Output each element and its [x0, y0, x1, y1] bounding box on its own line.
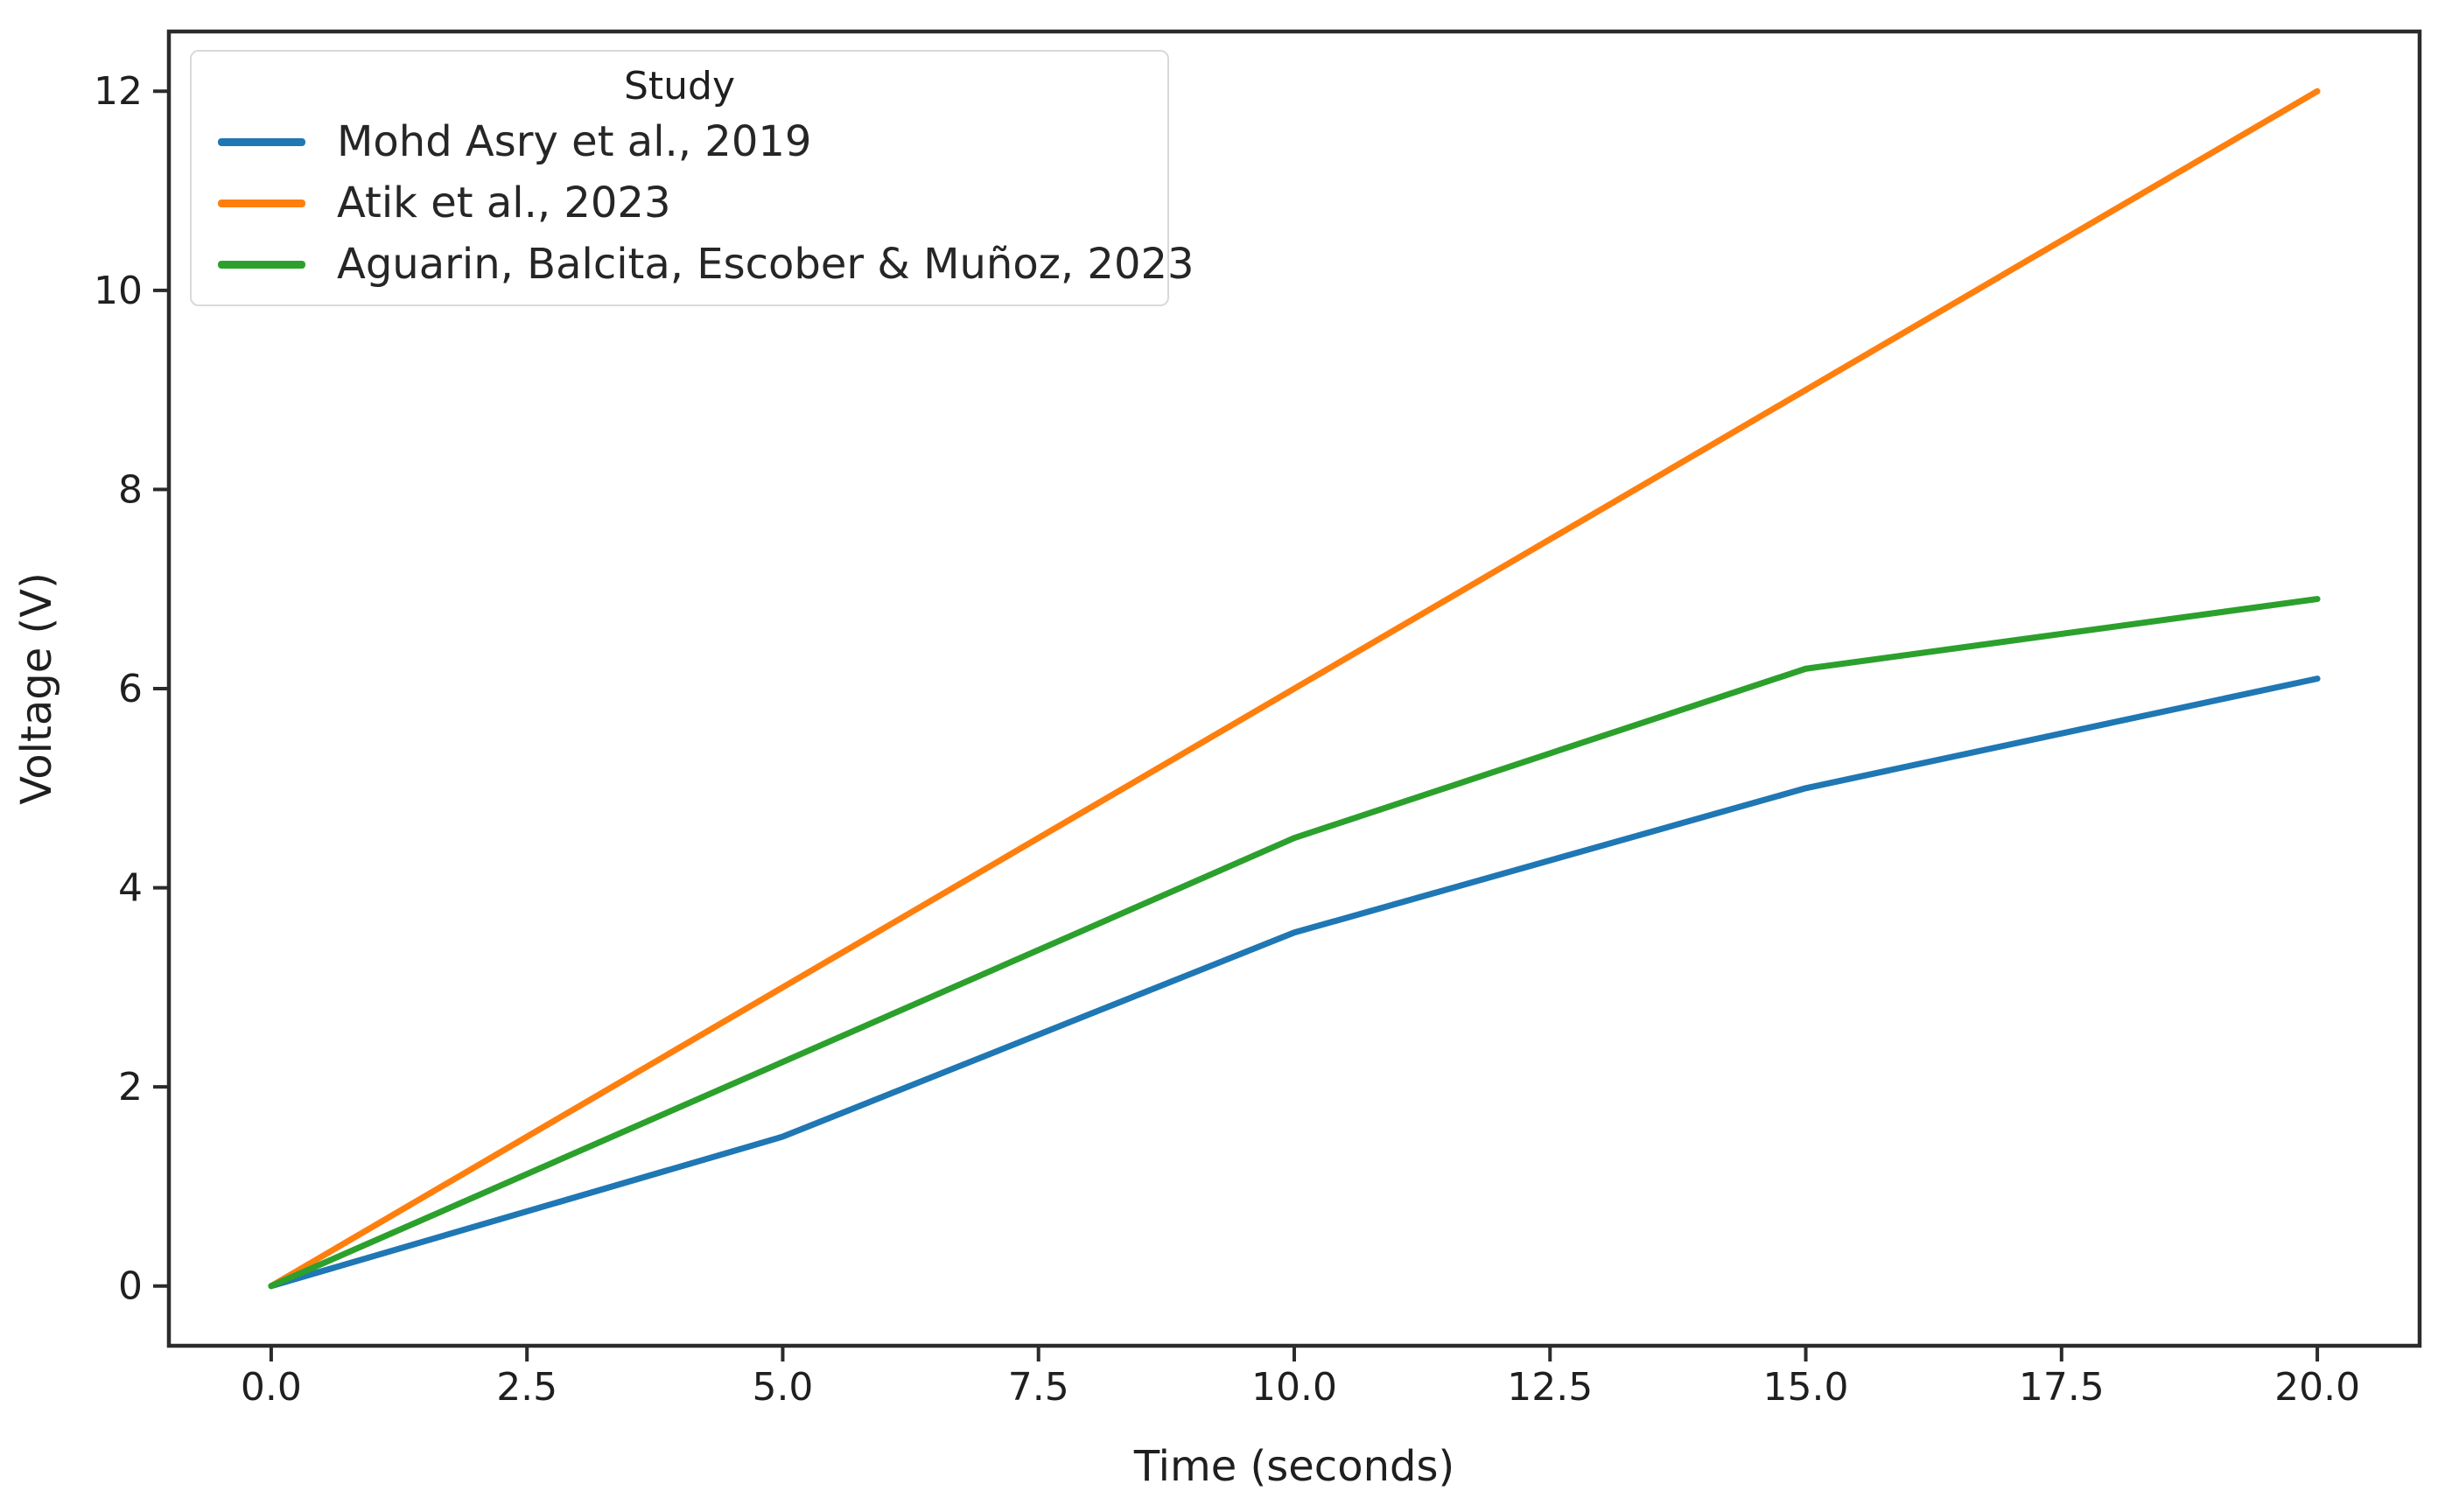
x-axis-label: Time (seconds) [1133, 1442, 1454, 1491]
x-tick-label: 10.0 [1251, 1365, 1337, 1410]
legend-label-aguarin: Aguarin, Balcita, Escober & Muñoz, 2023 [337, 240, 1194, 289]
y-tick-label: 2 [118, 1065, 143, 1110]
legend-swatch-mohd-asry [218, 137, 305, 146]
legend: Study Mohd Asry et al., 2019 Atik et al.… [190, 50, 1194, 306]
y-tick-label: 0 [118, 1264, 143, 1309]
legend-label-atik: Atik et al., 2023 [337, 178, 671, 228]
legend-title: Study [623, 64, 736, 108]
x-tick-label: 7.5 [1008, 1365, 1069, 1410]
x-tick-label: 0.0 [241, 1365, 302, 1410]
legend-swatch-atik [218, 199, 305, 207]
x-tick-label: 12.5 [1507, 1365, 1593, 1410]
x-tick-label: 2.5 [496, 1365, 557, 1410]
legend-item: Aguarin, Balcita, Escober & Muñoz, 2023 [192, 234, 1194, 295]
legend-swatch-aguarin [218, 260, 305, 269]
x-tick-label: 20.0 [2274, 1365, 2360, 1410]
x-tick-label: 5.0 [752, 1365, 813, 1410]
y-tick-label: 10 [94, 269, 143, 313]
legend-item: Atik et al., 2023 [192, 172, 1167, 234]
plot-frame [166, 29, 2422, 1348]
x-tick-label: 17.5 [2019, 1365, 2105, 1410]
axis-ticks: 0.0 2.5 5.0 7.5 10.0 12.5 15.0 17.5 20.0 0 2 4 6 8 10 1… [94, 69, 2360, 1410]
y-tick-label: 12 [94, 69, 143, 114]
y-tick-label: 4 [118, 866, 143, 911]
legend-item: Mohd Asry et al., 2019 [192, 111, 1167, 172]
series-line-1 [268, 88, 2321, 1290]
y-tick-label: 8 [118, 467, 143, 512]
legend-label-mohd-asry: Mohd Asry et al., 2019 [337, 117, 812, 166]
x-tick-label: 15.0 [1763, 1365, 1849, 1410]
series-lines [268, 88, 2321, 1290]
series-line-0 [268, 676, 2321, 1290]
y-tick-label: 6 [118, 667, 143, 711]
y-axis-label: Voltage (V) [12, 572, 61, 805]
series-line-2 [268, 596, 2321, 1290]
